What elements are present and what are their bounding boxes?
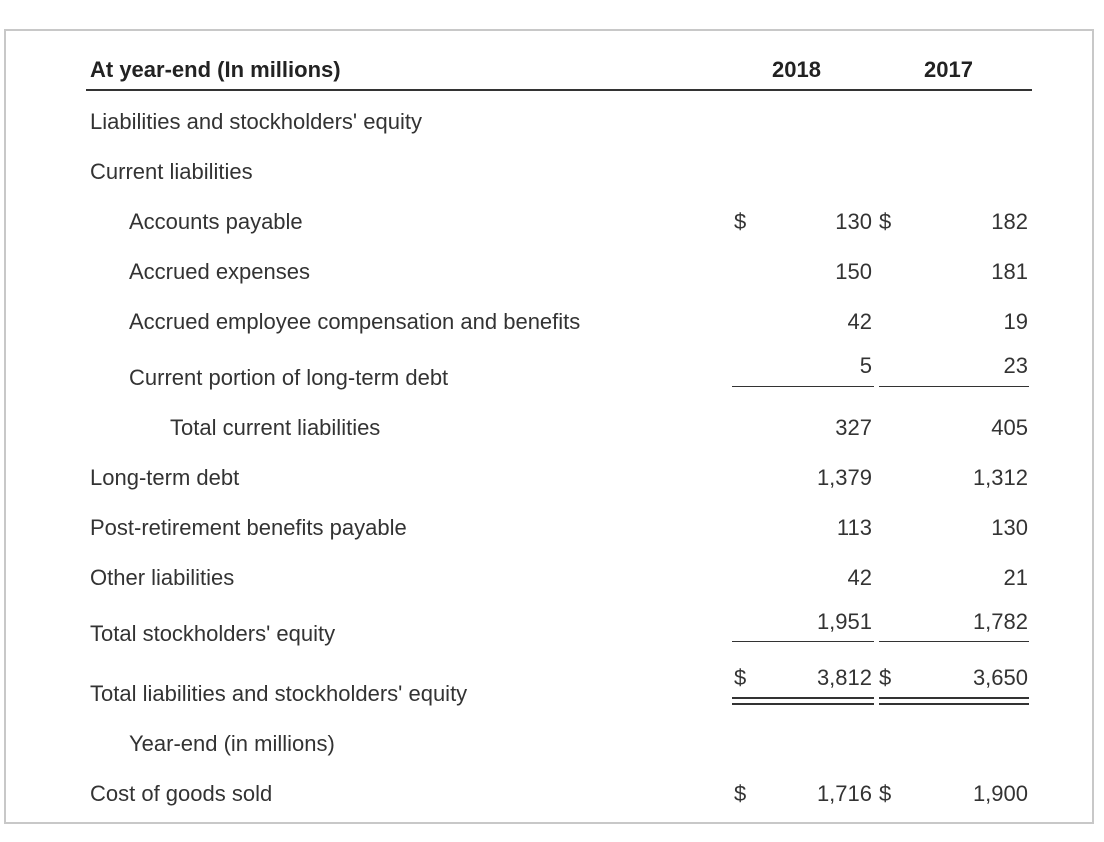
row-label-accrued-expenses: Accrued expenses [129, 259, 310, 284]
total-rule-2018 [732, 641, 874, 642]
row-label-long-term-debt: Long-term debt [90, 465, 240, 490]
total-rule-2017 [879, 641, 1029, 642]
value-current-portion-ltd-2017: 23 [1003, 353, 1028, 378]
value-accrued-expenses-2017: 181 [991, 259, 1028, 284]
grand-total-double-rule-2018 [732, 697, 874, 705]
currency-symbol-2017: $ [879, 781, 892, 806]
value-total-liabilities-equity-2017: 3,650 [972, 665, 1028, 690]
currency-symbol-2017: $ [879, 665, 892, 690]
section-label-current-liabilities: Current liabilities [90, 159, 253, 184]
value-accrued-expenses-2018: 150 [835, 259, 872, 284]
value-total-stockholders-equity-2017: 1,782 [972, 609, 1028, 634]
value-current-portion-ltd-2018: 5 [859, 353, 872, 378]
row-label-post-retirement-benefits: Post-retirement benefits payable [90, 515, 407, 540]
value-long-term-debt-2017: 1,312 [972, 465, 1028, 490]
value-cost-of-goods-sold-2017: 1,900 [972, 781, 1028, 806]
value-cost-of-goods-sold-2018: 1,716 [816, 781, 872, 806]
value-total-current-liabilities-2018: 327 [835, 415, 872, 440]
table-frame [4, 29, 1094, 824]
currency-symbol-2018: $ [734, 665, 747, 690]
section-label-liabilities-equity: Liabilities and stockholders' equity [90, 109, 422, 134]
subtotal-rule-2018 [732, 386, 874, 387]
currency-symbol-2018: $ [734, 209, 747, 234]
value-accrued-compensation-2017: 19 [1003, 309, 1028, 334]
row-label-accrued-compensation: Accrued employee compensation and benefi… [129, 309, 581, 334]
currency-symbol-2017: $ [879, 209, 892, 234]
row-label-total-liabilities-equity: Total liabilities and stockholders' equi… [90, 681, 468, 706]
column-header-2018: 2018 [772, 57, 821, 82]
row-label-accounts-payable: Accounts payable [129, 209, 303, 234]
value-other-liabilities-2018: 42 [847, 565, 872, 590]
row-label-cost-of-goods-sold: Cost of goods sold [90, 781, 273, 806]
row-label-total-stockholders-equity: Total stockholders' equity [90, 621, 336, 646]
value-long-term-debt-2018: 1,379 [816, 465, 872, 490]
value-total-liabilities-equity-2018: 3,812 [816, 665, 872, 690]
column-header-2017: 2017 [924, 57, 973, 82]
row-label-current-portion-ltd: Current portion of long-term debt [129, 365, 449, 390]
value-accounts-payable-2017: 182 [991, 209, 1028, 234]
header-rule [86, 89, 1032, 91]
value-total-current-liabilities-2017: 405 [991, 415, 1028, 440]
table-header-title: At year-end (In millions) [90, 57, 341, 82]
value-post-retirement-benefits-2017: 130 [991, 515, 1028, 540]
value-accrued-compensation-2018: 42 [847, 309, 872, 334]
value-post-retirement-benefits-2018: 113 [836, 515, 872, 540]
grand-total-double-rule-2017 [879, 697, 1029, 705]
value-total-stockholders-equity-2018: 1,951 [816, 609, 872, 634]
value-accounts-payable-2018: 130 [835, 209, 872, 234]
row-label-other-liabilities: Other liabilities [90, 565, 235, 590]
value-other-liabilities-2017: 21 [1003, 565, 1028, 590]
row-label-year-end: Year-end (in millions) [129, 731, 335, 756]
currency-symbol-2018: $ [734, 781, 747, 806]
row-label-total-current-liabilities: Total current liabilities [170, 415, 381, 440]
subtotal-rule-2017 [879, 386, 1029, 387]
